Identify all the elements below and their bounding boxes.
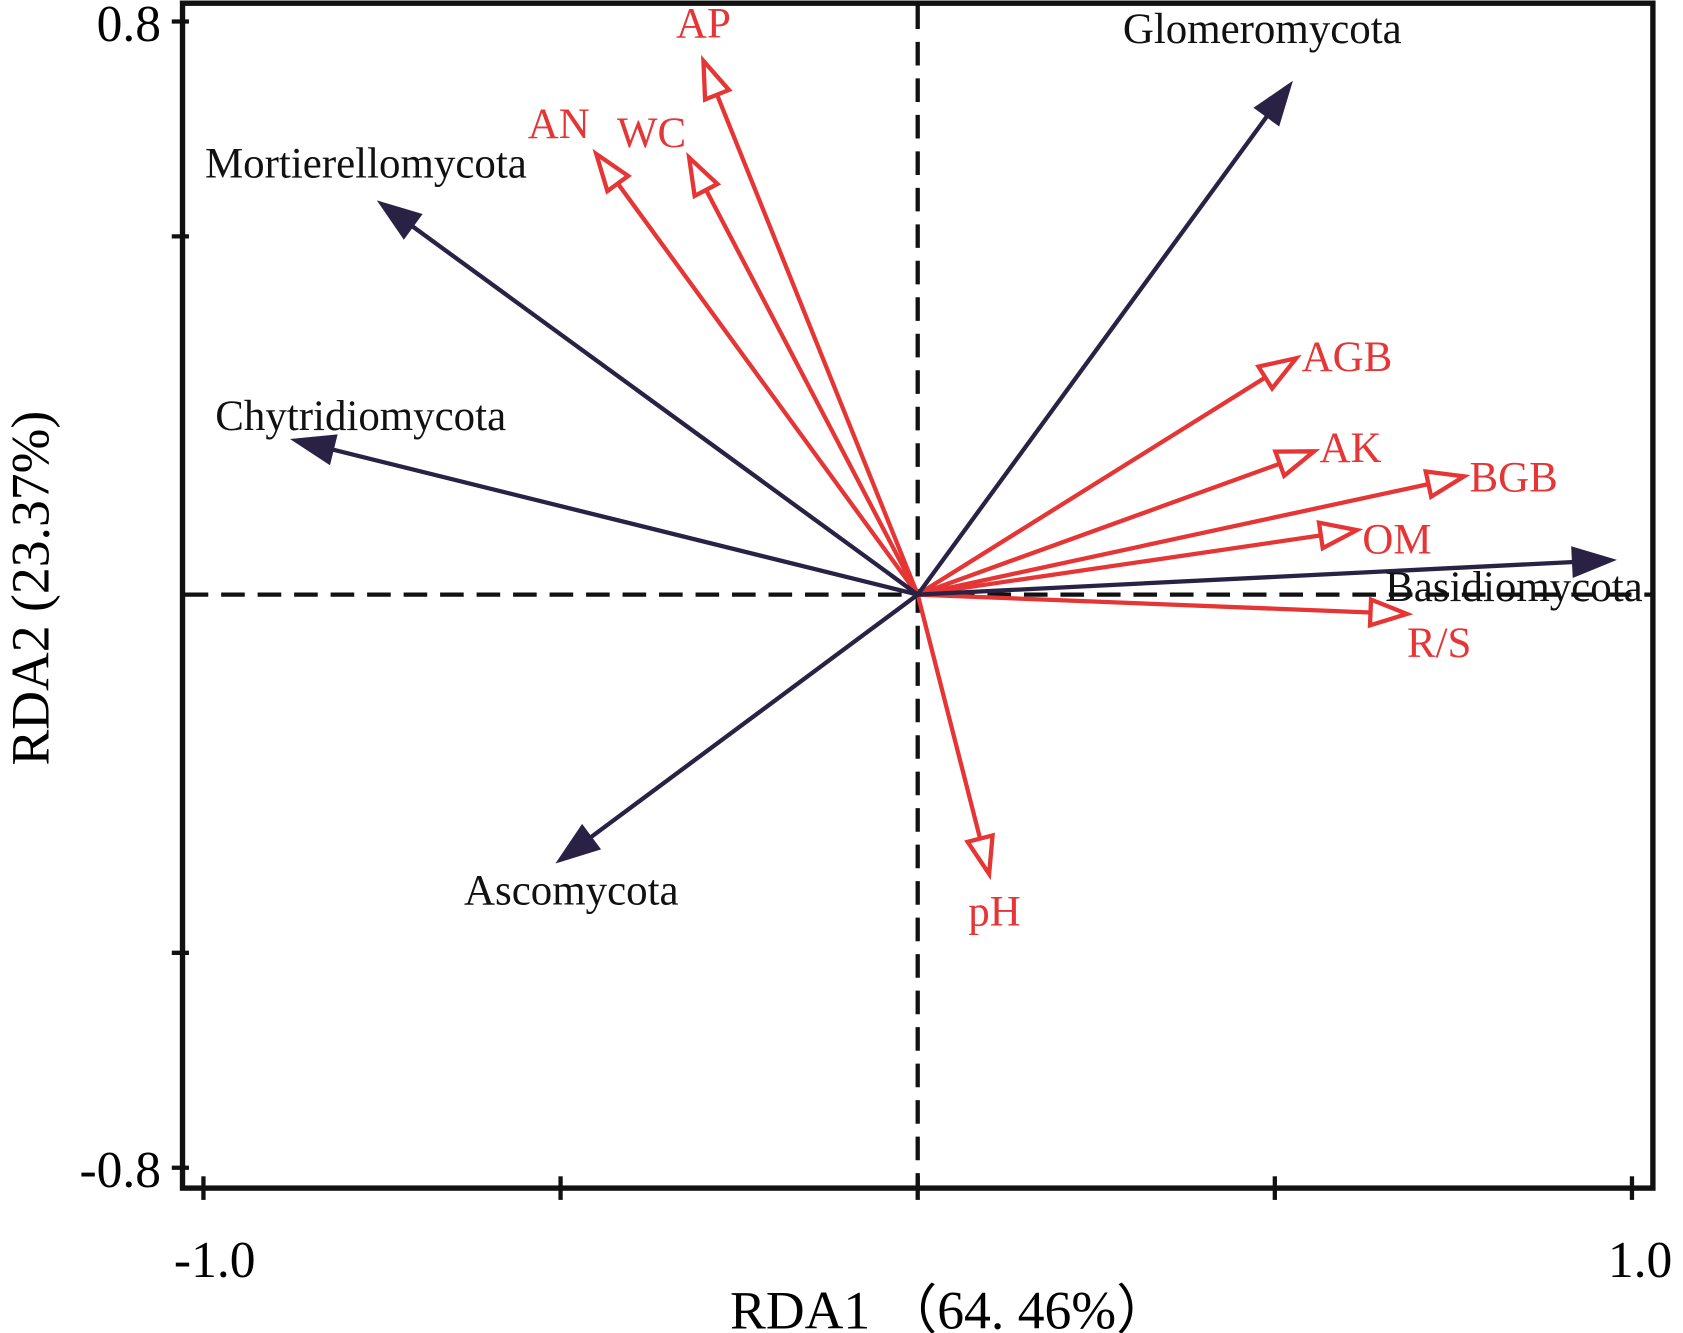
arrowhead xyxy=(1272,449,1321,480)
arrowhead xyxy=(1255,354,1302,393)
species-vector-ascomycota: Ascomycota xyxy=(464,592,919,915)
vector-label: R/S xyxy=(1407,620,1471,667)
vector-line xyxy=(917,482,1429,597)
arrowhead xyxy=(701,54,733,103)
environment-vector-ak: AK xyxy=(916,425,1381,597)
arrowhead xyxy=(686,151,722,200)
vector-line xyxy=(616,182,920,596)
vector-label: AGB xyxy=(1302,334,1393,381)
vector-label: BGB xyxy=(1469,454,1557,501)
species-vector-chytridiomycota: Chytridiomycota xyxy=(215,393,919,597)
vector-line xyxy=(917,592,1371,615)
x-tick-label-min: -1.0 xyxy=(174,1232,256,1289)
vector-label: Chytridiomycota xyxy=(215,393,506,440)
arrowhead xyxy=(290,434,338,466)
arrowhead xyxy=(1571,546,1617,579)
vector-line xyxy=(715,93,920,596)
vector-line xyxy=(916,461,1281,597)
environment-vector-bgb: BGB xyxy=(917,454,1558,597)
vector-line xyxy=(915,114,1270,596)
vector-label: OM xyxy=(1362,517,1431,564)
vector-line xyxy=(588,592,919,840)
environment-vector-agb: AGB xyxy=(916,334,1393,597)
vector-line xyxy=(704,188,920,596)
vector-line xyxy=(917,533,1322,597)
vector-line xyxy=(917,559,1575,597)
environment-vector-an: AN xyxy=(528,101,920,596)
vector-label: AP xyxy=(676,0,731,47)
environment-vector-wc: WC xyxy=(617,110,920,596)
vector-label: Ascomycota xyxy=(464,868,679,915)
vector-label: AN xyxy=(528,101,590,148)
vector-label: Basidiomycota xyxy=(1385,564,1643,611)
arrowhead xyxy=(1316,519,1364,552)
species-vector-glomeromycota: Glomeromycota xyxy=(915,6,1402,596)
vector-line xyxy=(915,594,983,840)
species-vector-mortierellomycota: Mortierellomycota xyxy=(205,140,919,597)
vector-label: AK xyxy=(1319,425,1381,472)
arrowhead xyxy=(592,148,632,195)
vector-label: Glomeromycota xyxy=(1123,6,1402,53)
vector-label: pH xyxy=(968,889,1020,936)
environment-vector-om: OM xyxy=(917,517,1432,597)
arrowhead xyxy=(555,823,602,864)
environment-vector-ph: pH xyxy=(915,594,1021,936)
vector-label: WC xyxy=(617,110,686,157)
y-axis-title: RDA2 (23.37%) xyxy=(0,411,60,766)
arrowhead xyxy=(964,832,995,881)
arrowhead xyxy=(376,200,423,240)
arrowhead xyxy=(1367,596,1414,629)
vector-line xyxy=(410,223,919,597)
y-tick-label-max: 0.8 xyxy=(97,0,161,53)
vector-label: Mortierellomycota xyxy=(205,140,527,187)
arrowhead xyxy=(1253,80,1293,127)
environment-vector-rs: R/S xyxy=(917,592,1471,667)
x-tick-label-max: 1.0 xyxy=(1608,1232,1672,1289)
arrowhead xyxy=(1422,469,1471,501)
species-vector-basidiomycota: Basidiomycota xyxy=(917,546,1643,611)
y-tick-label-min: -0.8 xyxy=(80,1142,162,1199)
environment-vector-ap: AP xyxy=(676,0,920,596)
x-axis-title: RDA1 （64. 46%） xyxy=(730,1281,1170,1333)
vector-line xyxy=(331,447,919,597)
vector-line xyxy=(916,375,1267,597)
